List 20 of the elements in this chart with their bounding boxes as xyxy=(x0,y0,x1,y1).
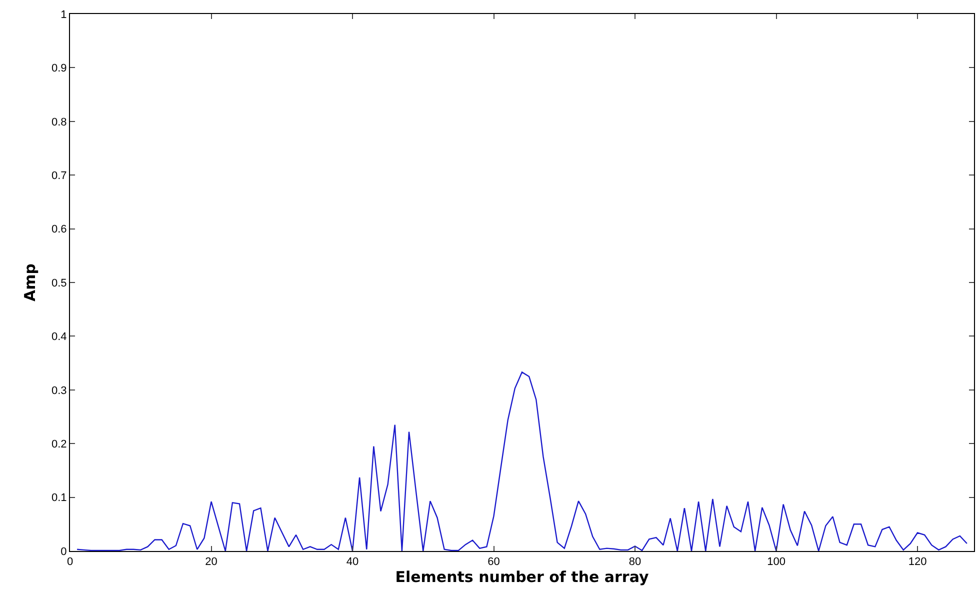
x-tick-label: 20 xyxy=(205,556,218,568)
y-tick-label: 0.1 xyxy=(52,492,67,504)
y-tick-label: 0.8 xyxy=(52,116,67,128)
y-tick-label: 0.2 xyxy=(52,438,67,450)
y-tick-label: 0.7 xyxy=(52,170,67,182)
x-tick-label: 40 xyxy=(346,556,359,568)
y-tick-label: 0.5 xyxy=(52,277,67,290)
x-tick-label: 80 xyxy=(628,556,642,568)
y-tick-label: 0.9 xyxy=(52,62,67,75)
y-tick-label: 0.6 xyxy=(52,224,67,236)
x-tick-label: 60 xyxy=(488,556,500,568)
y-axis-title: Amp xyxy=(20,263,39,302)
y-tick-label: 0.4 xyxy=(52,331,67,344)
y-tick-label: 1 xyxy=(60,8,67,21)
x-tick-label: 120 xyxy=(908,556,927,568)
line-series xyxy=(76,372,968,551)
x-tick-label: 100 xyxy=(767,556,786,568)
y-tick-label: 0.3 xyxy=(52,384,67,397)
x-axis-title: Elements number of the array xyxy=(395,568,649,586)
y-tick-label: 0 xyxy=(60,546,67,558)
